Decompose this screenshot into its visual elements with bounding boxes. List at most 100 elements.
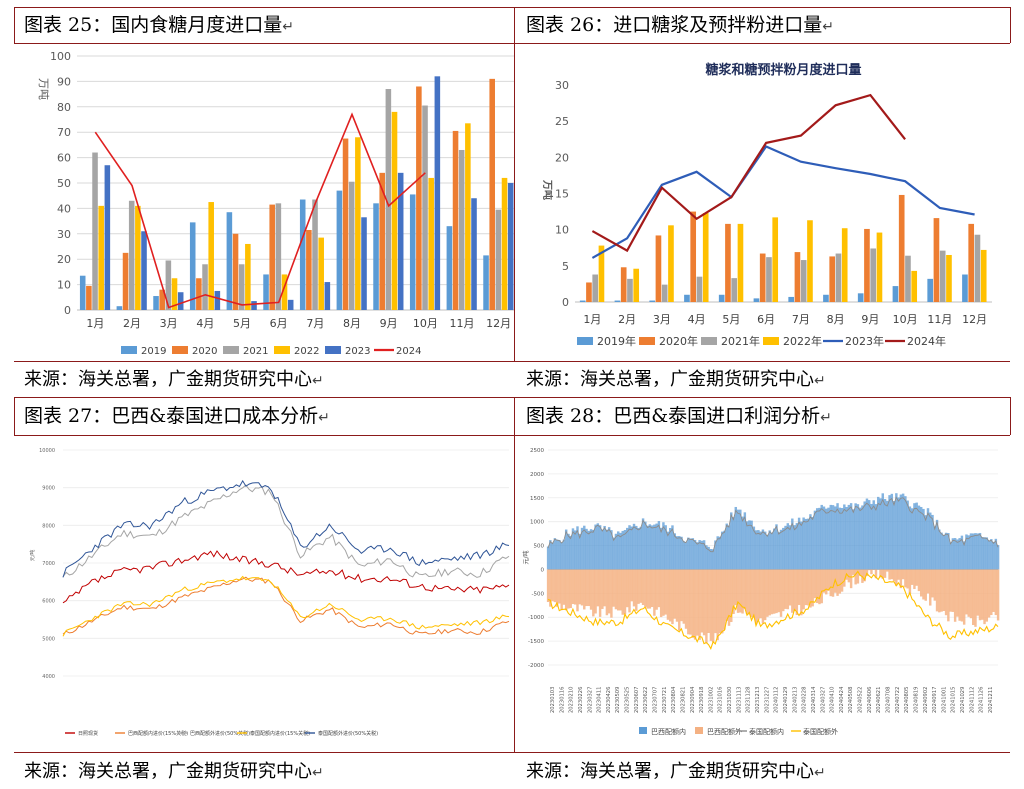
bar xyxy=(696,542,699,570)
bar xyxy=(818,507,821,570)
bar xyxy=(605,569,609,616)
bar xyxy=(373,203,379,310)
bar xyxy=(825,508,828,570)
bar xyxy=(804,569,808,606)
legend-label: 2024年 xyxy=(907,334,946,348)
bar xyxy=(603,569,606,607)
bar xyxy=(741,569,744,614)
bar xyxy=(732,569,735,614)
bar xyxy=(917,569,921,592)
legend-label: 2022年 xyxy=(783,334,822,348)
bar xyxy=(714,540,717,570)
bar xyxy=(730,512,733,570)
x-tick-label: 10月 xyxy=(413,317,438,330)
bar xyxy=(836,503,839,570)
bar xyxy=(782,527,785,570)
bar xyxy=(619,569,622,611)
legend-label: 巴西配额外 xyxy=(707,727,742,736)
bar xyxy=(865,569,869,577)
x-tick-label: 11月 xyxy=(927,313,952,326)
bar xyxy=(705,569,708,644)
bar xyxy=(947,569,950,622)
series-line xyxy=(62,575,510,637)
bar xyxy=(877,496,880,570)
legend-swatch xyxy=(701,337,717,345)
bar xyxy=(881,569,884,579)
bar xyxy=(849,503,853,570)
bar xyxy=(664,525,667,570)
bar xyxy=(748,569,751,615)
bar xyxy=(763,569,767,621)
y-tick-label: -2000 xyxy=(528,663,544,669)
bar xyxy=(673,533,676,570)
x-tick-label: 20240327 xyxy=(820,687,826,713)
bar xyxy=(926,508,930,570)
bar xyxy=(994,538,998,570)
bar xyxy=(601,529,604,570)
bar xyxy=(603,525,606,570)
bar xyxy=(980,249,987,302)
bar xyxy=(827,507,830,570)
bar xyxy=(567,533,570,570)
bar xyxy=(698,540,701,570)
bar xyxy=(759,531,762,570)
bar xyxy=(793,569,796,611)
bar xyxy=(689,569,692,635)
bar xyxy=(922,569,925,600)
bar xyxy=(607,527,611,570)
bar xyxy=(917,505,921,570)
bar xyxy=(562,539,566,570)
bar xyxy=(434,76,441,310)
chart-26: 0 5 10 15 20 25 30 万吨 1月 2月 3月 4月 5月 6月 7月 8月 9月 10月 11月 12… xyxy=(541,62,992,348)
bar xyxy=(922,508,925,570)
bar xyxy=(189,222,196,310)
bar xyxy=(874,504,878,570)
bar xyxy=(822,569,826,593)
bar xyxy=(793,525,796,570)
bar xyxy=(753,298,760,302)
y-tick-label: 40 xyxy=(57,202,71,215)
x-tick-label: 5月 xyxy=(233,317,251,330)
bar xyxy=(838,507,842,570)
y-axis-label: 元/吨 xyxy=(522,550,530,564)
bar xyxy=(666,569,670,620)
y-tick-label: 1000 xyxy=(530,520,544,526)
bar xyxy=(856,569,860,584)
chart-27-title: 图表 27：巴西&泰国进口成本分析↵ xyxy=(24,405,330,427)
x-tick-label: 20240410 xyxy=(830,687,836,713)
y-tick-label: 80 xyxy=(57,101,71,114)
bar xyxy=(960,535,964,570)
bar xyxy=(616,569,620,611)
bar xyxy=(976,569,979,616)
x-tick-label: 20230721 xyxy=(662,687,668,713)
bar xyxy=(653,569,656,616)
bar xyxy=(731,278,738,302)
legend-swatch xyxy=(695,727,703,734)
bar xyxy=(766,569,769,617)
bar xyxy=(558,539,561,570)
bar xyxy=(956,569,959,617)
bar xyxy=(919,569,923,597)
bar xyxy=(614,300,621,302)
legend-label: 2022 xyxy=(294,346,319,357)
bar xyxy=(614,533,618,570)
x-tick-label: 9月 xyxy=(380,317,398,330)
x-tick-label: 3月 xyxy=(160,317,178,330)
x-tick-label: 1月 xyxy=(86,317,104,330)
bar xyxy=(791,518,794,570)
bar xyxy=(716,536,719,570)
bar xyxy=(612,537,615,570)
x-tick-label: 20230411 xyxy=(597,687,603,713)
bar xyxy=(940,569,943,612)
bar xyxy=(881,493,884,570)
bar xyxy=(804,518,808,570)
bar xyxy=(648,569,652,609)
bar xyxy=(569,569,572,609)
bar xyxy=(906,500,909,570)
bar xyxy=(458,149,465,310)
bar xyxy=(555,539,559,570)
bar xyxy=(759,253,766,302)
bar xyxy=(772,217,779,302)
bar xyxy=(904,496,907,570)
bar xyxy=(910,569,914,585)
